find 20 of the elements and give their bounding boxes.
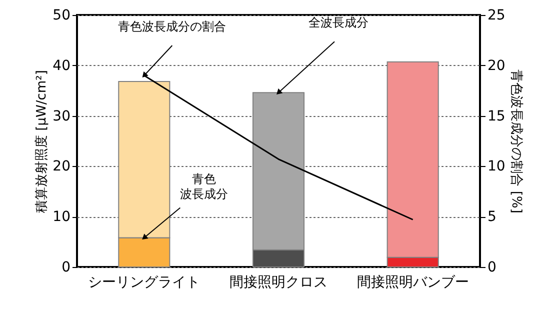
- annotation: 青色波長成分の割合: [118, 19, 226, 34]
- annotation: 全波長成分: [308, 16, 368, 30]
- y-tick-label: 30: [52, 108, 70, 124]
- y2-tick-label: 0: [488, 260, 496, 276]
- annotation: 青色波長成分: [180, 172, 228, 201]
- x-tick-label: シーリングライト: [88, 274, 200, 290]
- y2-tick-label: 15: [488, 108, 506, 124]
- y-tick-label: 0: [62, 260, 70, 276]
- y-tick-label: 20: [52, 158, 70, 175]
- y2-tick-label: 5: [488, 209, 496, 226]
- y2-tick-label: 20: [488, 58, 506, 74]
- y2-axis-title: 青色波長成分の割合 [%]: [508, 70, 524, 214]
- x-tick-label: 間接照明クロス: [230, 274, 328, 290]
- x-tick-label: 間接照明バンブー: [356, 274, 469, 290]
- y-tick-label: 40: [52, 58, 70, 74]
- y2-tick-label: 10: [488, 158, 506, 175]
- y-tick-label: 50: [52, 8, 70, 24]
- y-axis-title: 積算放射照度 [μW/cm²]: [34, 70, 50, 213]
- y-tick-label: 10: [52, 209, 70, 226]
- y2-tick-label: 25: [488, 8, 506, 24]
